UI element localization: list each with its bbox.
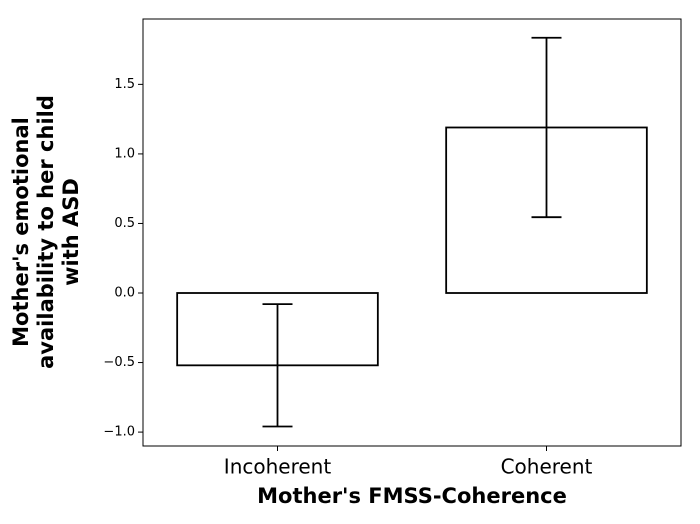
plot-frame xyxy=(142,18,682,447)
y-tick-label: −0.5 xyxy=(103,355,135,370)
y-axis-label-line: availability to her child xyxy=(34,95,58,369)
error-bar xyxy=(531,36,562,219)
x-tick-label: Coherent xyxy=(501,455,593,479)
y-tick-label: 1.5 xyxy=(114,77,135,92)
y-tick-label: −1.0 xyxy=(103,425,135,440)
x-tick-label: Incoherent xyxy=(224,455,332,479)
y-axis-label-line: Mother's emotional xyxy=(9,117,33,347)
y-tick-label: 0.0 xyxy=(114,286,135,301)
y-axis-label-line: with ASD xyxy=(59,178,83,286)
error-bar xyxy=(262,303,293,428)
y-tick-label: 0.5 xyxy=(114,216,135,231)
x-axis-label: Mother's FMSS-Coherence xyxy=(257,484,567,508)
y-axis-label: Mother's emotional availability to her c… xyxy=(9,95,83,369)
y-tick-label: 1.0 xyxy=(114,146,135,161)
